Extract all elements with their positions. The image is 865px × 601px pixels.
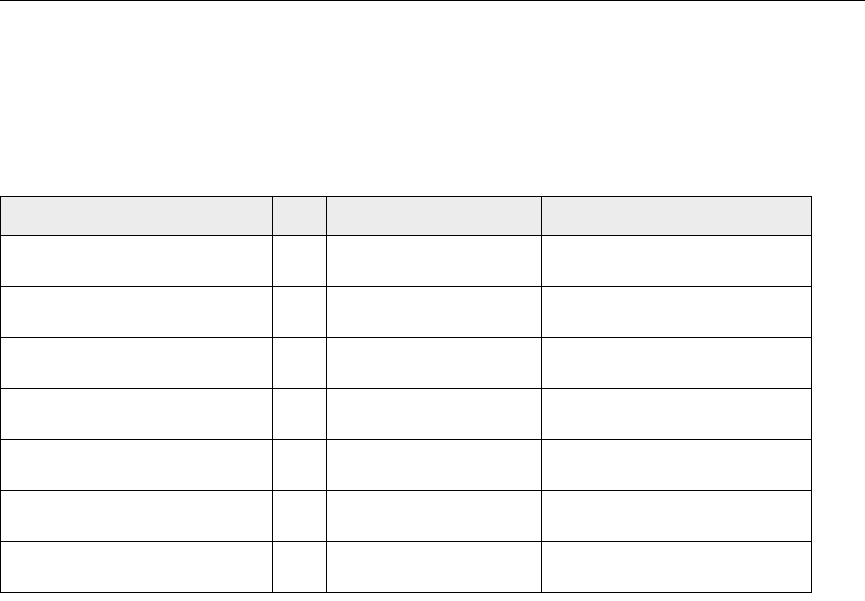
table-cell bbox=[272, 388, 327, 440]
table-cell bbox=[326, 541, 542, 593]
table-cell bbox=[0, 388, 273, 440]
table-cell bbox=[326, 337, 542, 389]
column-header bbox=[541, 196, 812, 236]
table-cell bbox=[272, 337, 327, 389]
table-cell bbox=[541, 286, 812, 338]
table-cell bbox=[541, 388, 812, 440]
table-cell bbox=[541, 337, 812, 389]
table-cell bbox=[0, 490, 273, 542]
column-header bbox=[272, 196, 327, 236]
table-row bbox=[0, 490, 812, 542]
table-cell bbox=[326, 286, 542, 338]
table-cell bbox=[0, 541, 273, 593]
table-cell bbox=[326, 235, 542, 287]
top-divider bbox=[0, 0, 865, 1]
table-cell bbox=[541, 439, 812, 491]
table-cell bbox=[272, 235, 327, 287]
table-cell bbox=[272, 439, 327, 491]
column-header bbox=[326, 196, 542, 236]
table-row bbox=[0, 286, 812, 338]
table-cell bbox=[0, 337, 273, 389]
table-cell bbox=[0, 286, 273, 338]
table-cell bbox=[326, 490, 542, 542]
table-row bbox=[0, 235, 812, 287]
table-row bbox=[0, 337, 812, 389]
table-header-row bbox=[0, 196, 812, 236]
table-cell bbox=[0, 235, 273, 287]
table-cell bbox=[272, 286, 327, 338]
table-cell bbox=[326, 388, 542, 440]
table-row bbox=[0, 439, 812, 491]
table-row bbox=[0, 541, 812, 593]
column-header bbox=[0, 196, 273, 236]
table-cell bbox=[0, 439, 273, 491]
table-cell bbox=[541, 541, 812, 593]
table-cell bbox=[541, 490, 812, 542]
table-cell bbox=[326, 439, 542, 491]
table-row bbox=[0, 388, 812, 440]
table-cell bbox=[272, 541, 327, 593]
table-cell bbox=[272, 490, 327, 542]
data-table bbox=[0, 196, 812, 593]
table-cell bbox=[541, 235, 812, 287]
